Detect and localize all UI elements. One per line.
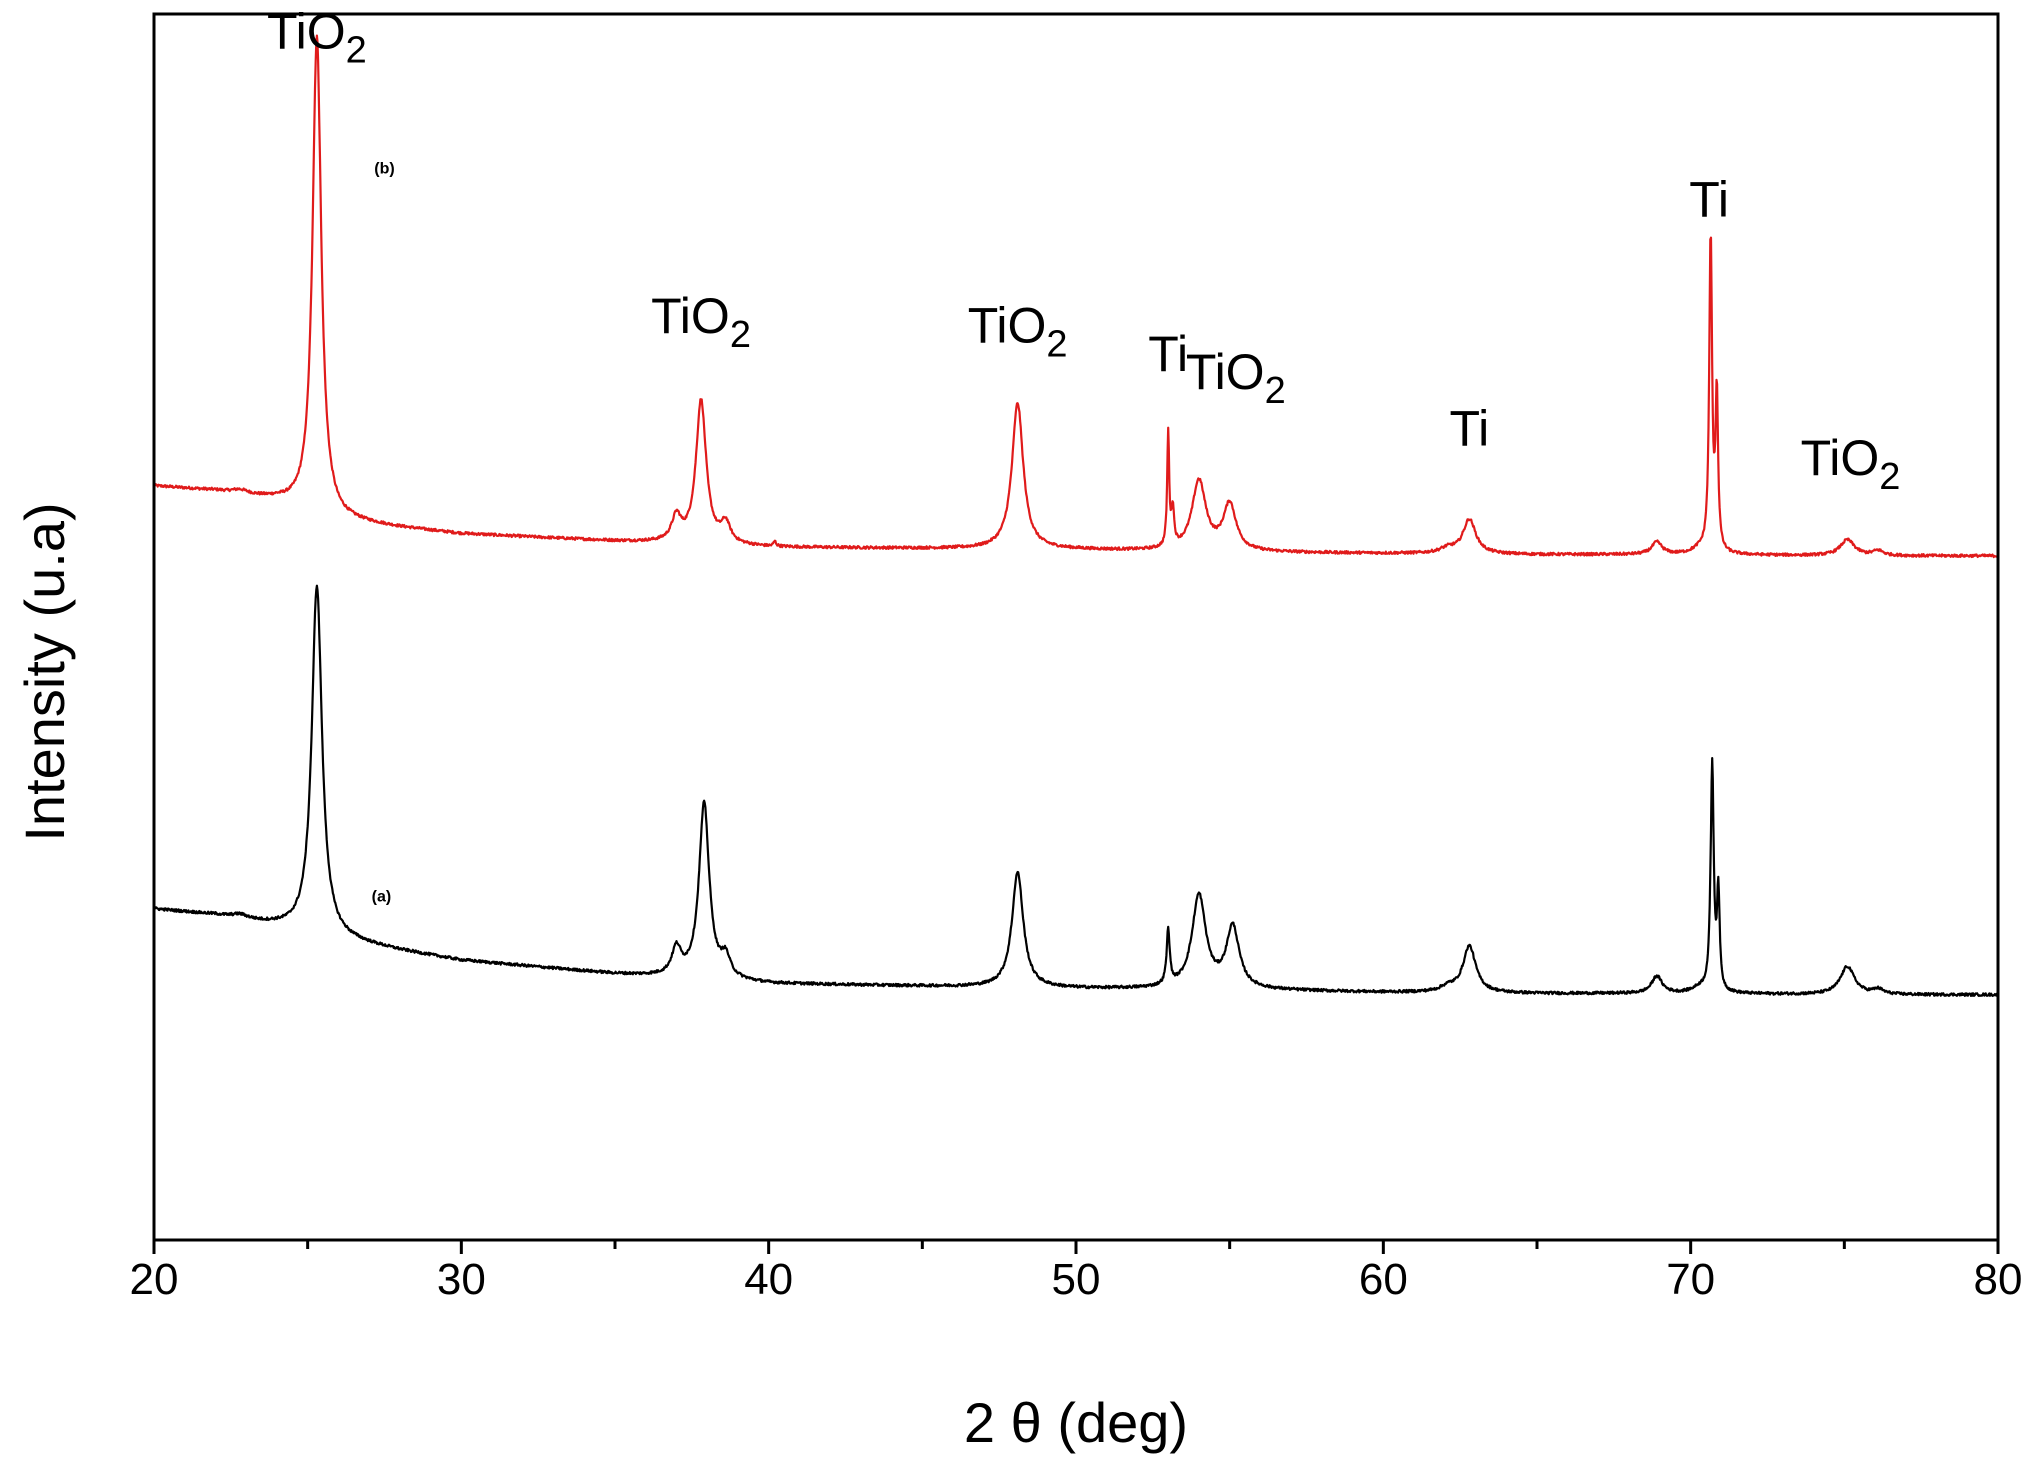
curve-labels: (b) (a) — [372, 160, 395, 905]
x-tick-label: 70 — [1666, 1255, 1715, 1304]
curve-label: (a) — [372, 889, 392, 906]
y-axis-title: Intensity (u.a) — [13, 502, 76, 841]
curve-label: (b) — [374, 160, 394, 177]
x-tick-label: 80 — [1974, 1255, 2023, 1304]
x-axis-title: 2 θ (deg) — [964, 1391, 1188, 1454]
x-tick-label: 60 — [1359, 1255, 1408, 1304]
peak-label: Ti — [1449, 401, 1489, 457]
peak-label: Ti — [1148, 326, 1188, 382]
peak-label: TiO2 — [267, 3, 367, 71]
x-ticks: 20 30 40 50 60 70 80 — [130, 1240, 2023, 1304]
series-line-b — [153, 34, 1999, 559]
series-line-a — [153, 584, 2000, 998]
curves-layer — [153, 34, 2000, 998]
x-tick-label: 50 — [1052, 1255, 1101, 1304]
x-tick-label: 20 — [130, 1255, 179, 1304]
peak-label: Ti — [1689, 171, 1729, 227]
x-tick-label: 40 — [744, 1255, 793, 1304]
peak-label: TiO2 — [968, 298, 1068, 366]
peak-label: TiO2 — [1801, 430, 1901, 498]
peak-label: TiO2 — [1186, 344, 1286, 412]
peak-label: TiO2 — [651, 288, 751, 356]
x-tick-label: 30 — [437, 1255, 486, 1304]
